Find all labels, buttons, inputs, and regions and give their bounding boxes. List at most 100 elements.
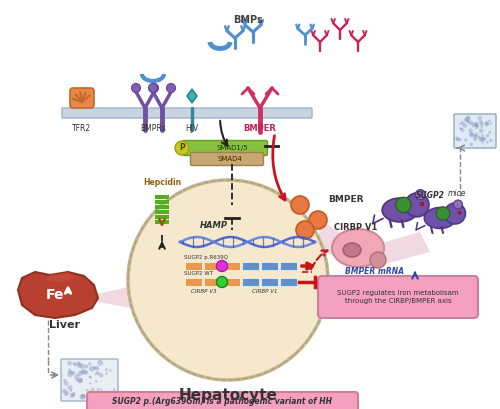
Text: Hepcidin: Hepcidin xyxy=(143,178,181,187)
Circle shape xyxy=(454,200,462,209)
Bar xyxy=(204,278,221,286)
Text: SUGP2 regulates iron metabolisam
through the CIRBP/BMPER axis: SUGP2 regulates iron metabolisam through… xyxy=(337,290,459,303)
Text: P: P xyxy=(179,144,185,153)
Circle shape xyxy=(370,252,386,268)
Circle shape xyxy=(110,394,115,399)
FancyBboxPatch shape xyxy=(62,108,312,118)
Bar xyxy=(204,262,221,270)
Circle shape xyxy=(436,207,450,220)
Circle shape xyxy=(90,388,94,392)
Circle shape xyxy=(474,138,477,141)
Text: BMPRs: BMPRs xyxy=(140,124,166,133)
Circle shape xyxy=(100,389,102,391)
Text: SUGP2 WT: SUGP2 WT xyxy=(184,271,213,276)
Text: BMPER mRNA: BMPER mRNA xyxy=(345,267,404,276)
Bar xyxy=(261,278,278,286)
Circle shape xyxy=(405,193,429,217)
Circle shape xyxy=(68,369,71,372)
Circle shape xyxy=(99,373,103,378)
Circle shape xyxy=(484,121,490,126)
Circle shape xyxy=(97,388,100,391)
Circle shape xyxy=(482,143,484,145)
Circle shape xyxy=(483,137,486,141)
Circle shape xyxy=(95,380,98,382)
Circle shape xyxy=(488,119,491,122)
Circle shape xyxy=(80,394,86,400)
Circle shape xyxy=(84,364,88,369)
Circle shape xyxy=(464,139,468,142)
Polygon shape xyxy=(45,272,75,282)
Circle shape xyxy=(458,211,461,214)
Circle shape xyxy=(472,125,474,127)
Circle shape xyxy=(80,364,85,369)
Circle shape xyxy=(486,134,490,137)
Circle shape xyxy=(460,127,462,130)
Circle shape xyxy=(90,376,92,378)
FancyBboxPatch shape xyxy=(182,141,268,155)
Circle shape xyxy=(148,83,158,92)
Circle shape xyxy=(70,371,73,374)
Circle shape xyxy=(64,381,68,386)
Circle shape xyxy=(77,378,83,383)
Polygon shape xyxy=(78,270,195,308)
Circle shape xyxy=(94,367,96,369)
FancyBboxPatch shape xyxy=(190,153,264,166)
Bar xyxy=(280,278,297,286)
Circle shape xyxy=(474,123,479,128)
Circle shape xyxy=(72,362,76,365)
Text: Liver: Liver xyxy=(50,320,80,330)
Circle shape xyxy=(474,135,478,139)
Circle shape xyxy=(75,378,78,382)
Circle shape xyxy=(74,363,77,366)
Circle shape xyxy=(460,121,464,125)
Circle shape xyxy=(481,136,485,140)
Circle shape xyxy=(94,366,100,371)
Circle shape xyxy=(474,122,478,127)
Circle shape xyxy=(150,83,158,92)
Circle shape xyxy=(78,371,82,376)
Circle shape xyxy=(62,389,66,394)
Circle shape xyxy=(105,368,108,371)
Circle shape xyxy=(479,128,484,133)
Circle shape xyxy=(444,203,466,224)
Circle shape xyxy=(72,392,76,396)
Circle shape xyxy=(486,141,488,144)
Bar xyxy=(155,220,169,223)
Text: CIRBP V3: CIRBP V3 xyxy=(191,289,217,294)
Circle shape xyxy=(84,370,88,375)
Circle shape xyxy=(464,118,468,122)
Bar xyxy=(155,200,169,204)
Circle shape xyxy=(77,363,82,368)
Circle shape xyxy=(94,391,99,396)
Circle shape xyxy=(65,391,69,396)
Circle shape xyxy=(105,372,108,375)
Circle shape xyxy=(291,196,309,214)
Bar xyxy=(223,262,240,270)
Circle shape xyxy=(396,197,411,213)
Circle shape xyxy=(94,392,98,396)
Text: BMPER: BMPER xyxy=(244,124,276,133)
Bar xyxy=(242,262,259,270)
Bar xyxy=(185,278,202,286)
Circle shape xyxy=(68,385,72,390)
Bar xyxy=(155,215,169,218)
Circle shape xyxy=(481,133,484,136)
Bar xyxy=(242,278,259,286)
Circle shape xyxy=(67,371,73,377)
Circle shape xyxy=(459,123,461,125)
FancyBboxPatch shape xyxy=(454,114,496,148)
Circle shape xyxy=(465,116,470,121)
Circle shape xyxy=(309,211,327,229)
Circle shape xyxy=(128,180,328,380)
Circle shape xyxy=(416,190,426,200)
Circle shape xyxy=(460,128,464,132)
Circle shape xyxy=(466,120,469,123)
Circle shape xyxy=(296,221,314,239)
Ellipse shape xyxy=(424,207,456,229)
Circle shape xyxy=(478,136,482,141)
Circle shape xyxy=(100,393,106,399)
Text: TFR2: TFR2 xyxy=(72,124,92,133)
Circle shape xyxy=(88,396,90,399)
Circle shape xyxy=(460,127,462,130)
Circle shape xyxy=(470,133,474,137)
